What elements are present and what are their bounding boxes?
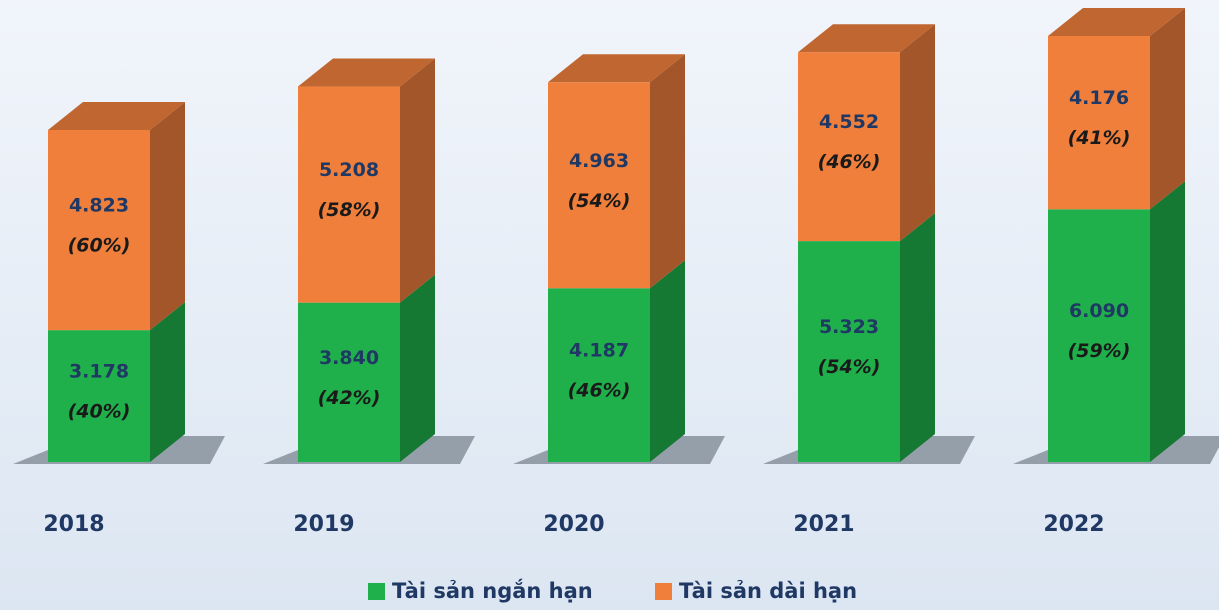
bar bbox=[1048, 36, 1150, 210]
bar-side bbox=[900, 213, 935, 462]
value-label: 4.552 bbox=[819, 111, 879, 133]
bar bbox=[798, 52, 900, 242]
legend-swatch bbox=[368, 583, 385, 600]
legend-label: Tài sản dài hạn bbox=[679, 579, 857, 603]
legend-swatch bbox=[655, 583, 672, 600]
bar bbox=[298, 86, 400, 303]
bar-top bbox=[548, 54, 685, 83]
value-label: 4.187 bbox=[569, 340, 629, 362]
x-tick-label: 2019 bbox=[293, 512, 354, 537]
share-label: (42%) bbox=[318, 387, 381, 409]
value-label: 5.323 bbox=[819, 316, 879, 338]
bar bbox=[798, 241, 900, 462]
share-label: (58%) bbox=[318, 199, 381, 221]
bar-top bbox=[798, 24, 935, 53]
bar-side bbox=[650, 260, 685, 462]
value-label: 4.823 bbox=[69, 195, 129, 217]
x-tick-label: 2022 bbox=[1043, 512, 1104, 537]
bar bbox=[48, 330, 150, 462]
x-tick-label: 2018 bbox=[43, 512, 104, 537]
bar-top bbox=[298, 58, 435, 87]
bar-side bbox=[150, 302, 185, 462]
bar bbox=[298, 302, 400, 462]
x-tick-label: 2021 bbox=[793, 512, 854, 537]
bar-side bbox=[150, 101, 185, 331]
share-label: (59%) bbox=[1068, 340, 1131, 362]
share-label: (54%) bbox=[818, 356, 881, 378]
share-label: (60%) bbox=[68, 235, 131, 257]
bar-top bbox=[48, 101, 185, 130]
value-label: 4.963 bbox=[569, 150, 629, 172]
value-label: 3.840 bbox=[319, 347, 379, 369]
bar bbox=[48, 129, 150, 331]
share-label: (41%) bbox=[1068, 127, 1131, 149]
share-label: (46%) bbox=[818, 151, 881, 173]
bar-side bbox=[400, 58, 435, 303]
bar-side bbox=[650, 54, 685, 289]
bar bbox=[548, 288, 650, 462]
share-label: (40%) bbox=[68, 401, 131, 423]
bar bbox=[1048, 209, 1150, 462]
bar-top bbox=[1048, 8, 1185, 36]
bar bbox=[548, 82, 650, 289]
legend-label: Tài sản ngắn hạn bbox=[392, 578, 593, 603]
value-label: 6.090 bbox=[1069, 300, 1129, 322]
share-label: (46%) bbox=[568, 380, 631, 402]
bar-side bbox=[1150, 181, 1185, 462]
bar-side bbox=[400, 274, 435, 462]
value-label: 4.176 bbox=[1069, 87, 1129, 109]
value-label: 3.178 bbox=[69, 361, 129, 383]
bar-side bbox=[1150, 8, 1185, 210]
bar-side bbox=[900, 24, 935, 242]
share-label: (54%) bbox=[568, 190, 631, 212]
x-tick-label: 2020 bbox=[543, 512, 604, 537]
value-label: 5.208 bbox=[319, 159, 379, 181]
